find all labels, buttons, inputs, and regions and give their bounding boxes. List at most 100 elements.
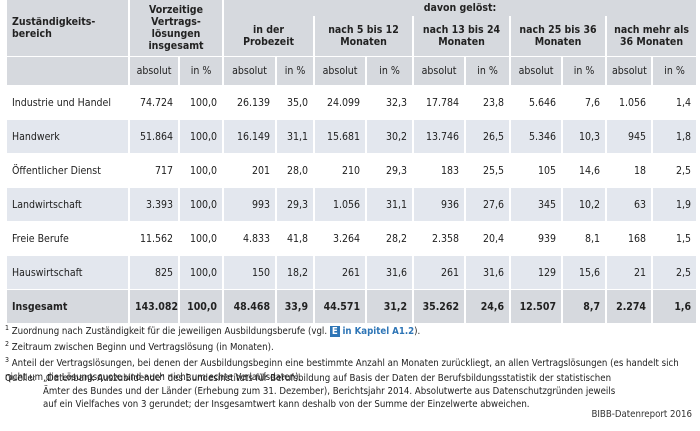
header-period: nach 5 bis 12 Monaten <box>313 16 414 57</box>
footnote-marker: 2 <box>5 340 10 349</box>
cell-value: 30,2 <box>365 119 414 154</box>
cell-value: 18 <box>605 153 653 188</box>
cell-value: 31,1 <box>365 187 414 222</box>
cell-value: 1,5 <box>651 221 697 256</box>
cell-value: 31,2 <box>365 289 414 323</box>
cell-value: 26.139 <box>222 85 277 120</box>
header-period: nach 25 bis 36 Monaten <box>509 16 607 57</box>
cell-value: 25,5 <box>464 153 511 188</box>
header-unit: in % <box>464 56 511 86</box>
cell-value: 51.864 <box>128 119 179 154</box>
cell-value: 717 <box>128 153 179 188</box>
cell-value: 26,5 <box>464 119 511 154</box>
footnote-icon: E <box>329 326 340 338</box>
credit: BIBB-Datenreport 2016 <box>591 409 692 420</box>
cell-value: 11.562 <box>128 221 179 256</box>
cell-value: 1,4 <box>651 85 697 120</box>
header-period: nach 13 bis 24 Monaten <box>412 16 511 57</box>
header-unit: in % <box>275 56 315 86</box>
footnote-text: Zeitraum zwischen Beginn und Vertragslös… <box>11 342 274 354</box>
cell-value: 825 <box>128 255 179 290</box>
header-unit: in % <box>561 56 607 86</box>
header-area: Zuständigkeits-bereich <box>5 0 129 57</box>
header-unit: absolut <box>605 56 653 86</box>
cell-value: 939 <box>509 221 563 256</box>
footnote: 1 Zuordnung nach Zuständigkeit für die j… <box>5 322 695 338</box>
row-label: Hauswirtschaft <box>5 255 129 290</box>
cell-value: 32,3 <box>365 85 414 120</box>
row-label: Industrie und Handel <box>5 85 129 120</box>
row-label: Insgesamt <box>5 289 129 323</box>
cell-value: 1,9 <box>651 187 697 222</box>
cell-value: 7,6 <box>561 85 607 120</box>
footnote-text: Zuordnung nach Zuständigkeit für die jew… <box>11 326 330 338</box>
header-unit: in % <box>177 56 224 86</box>
cell-value: 345 <box>509 187 563 222</box>
cell-value: 4.833 <box>222 221 277 256</box>
table-row: Insgesamt 143.082 100,0 48.468 33,9 44.571 31,… <box>5 289 697 323</box>
cell-value: 28,0 <box>275 153 315 188</box>
row-label: Öffentlicher Dienst <box>5 153 129 188</box>
cell-value: 100,0 <box>177 187 224 222</box>
cell-value: 3.393 <box>128 187 179 222</box>
cell-value: 936 <box>412 187 466 222</box>
cell-value: 183 <box>412 153 466 188</box>
cell-value: 1.056 <box>313 187 367 222</box>
cell-value: 143.082 <box>128 289 179 323</box>
cell-value: 1,6 <box>651 289 697 323</box>
footnote-marker: 1 <box>5 324 10 332</box>
cell-value: 150 <box>222 255 277 290</box>
cell-value: 28,2 <box>365 221 414 256</box>
cell-value: 100,0 <box>177 85 224 120</box>
cell-value: 63 <box>605 187 653 222</box>
cell-value: 29,3 <box>275 187 315 222</box>
cell-value: 945 <box>605 119 653 154</box>
cell-value: 100,0 <box>177 119 224 154</box>
cell-value: 48.468 <box>222 289 277 323</box>
header-period: in der Probezeit <box>222 16 315 57</box>
footnote-text: Anteil der Vertragslösungen, bei denen d… <box>5 358 679 383</box>
cell-value: 2,5 <box>651 153 697 188</box>
cell-value: 13.746 <box>412 119 466 154</box>
cell-value: 3.264 <box>313 221 367 256</box>
cell-value: 44.571 <box>313 289 367 323</box>
cell-value: 14,6 <box>561 153 607 188</box>
cell-value: 129 <box>509 255 563 290</box>
cell-value: 31,6 <box>464 255 511 290</box>
footnotes: 1 Zuordnung nach Zuständigkeit für die j… <box>5 322 695 384</box>
row-label: Landwirtschaft <box>5 187 129 222</box>
cell-value: 261 <box>313 255 367 290</box>
cell-value: 261 <box>412 255 466 290</box>
table-row: Landwirtschaft 3.393 100,0 993 29,3 1.056 31,1… <box>5 187 697 222</box>
cell-value: 168 <box>605 221 653 256</box>
cell-value: 2,5 <box>651 255 697 290</box>
cell-value: 8,1 <box>561 221 607 256</box>
header-unit: absolut <box>313 56 367 86</box>
cell-value: 1,8 <box>651 119 697 154</box>
source: Quelle: „Datenbank Auszubildende“ des Bun… <box>5 372 625 411</box>
cell-value: 201 <box>222 153 277 188</box>
header-unit: absolut <box>222 56 277 86</box>
cell-value: 24.099 <box>313 85 367 120</box>
cell-value: 210 <box>313 153 367 188</box>
header-period: nach mehr als 36 Monaten <box>605 16 697 57</box>
row-label: Handwerk <box>5 119 129 154</box>
row-label: Freie Berufe <box>5 221 129 256</box>
cell-value: 20,4 <box>464 221 511 256</box>
cell-value: 21 <box>605 255 653 290</box>
footnote-marker: 3 <box>5 356 10 365</box>
cell-value: 35.262 <box>412 289 466 323</box>
cell-value: 5.646 <box>509 85 563 120</box>
cell-value: 29,3 <box>365 153 414 188</box>
cell-value: 5.346 <box>509 119 563 154</box>
cell-value: 8,7 <box>561 289 607 323</box>
header-unit: in % <box>651 56 697 86</box>
cell-value: 100,0 <box>177 221 224 256</box>
table-row: Öffentlicher Dienst 717 100,0 201 28,0 210 29,… <box>5 153 697 188</box>
header-unit: absolut <box>128 56 179 86</box>
cell-value: 27,6 <box>464 187 511 222</box>
cell-value: 15,6 <box>561 255 607 290</box>
footnote: 3 Anteil der Vertragslösungen, bei denen… <box>5 354 695 383</box>
header-unit: absolut <box>412 56 466 86</box>
